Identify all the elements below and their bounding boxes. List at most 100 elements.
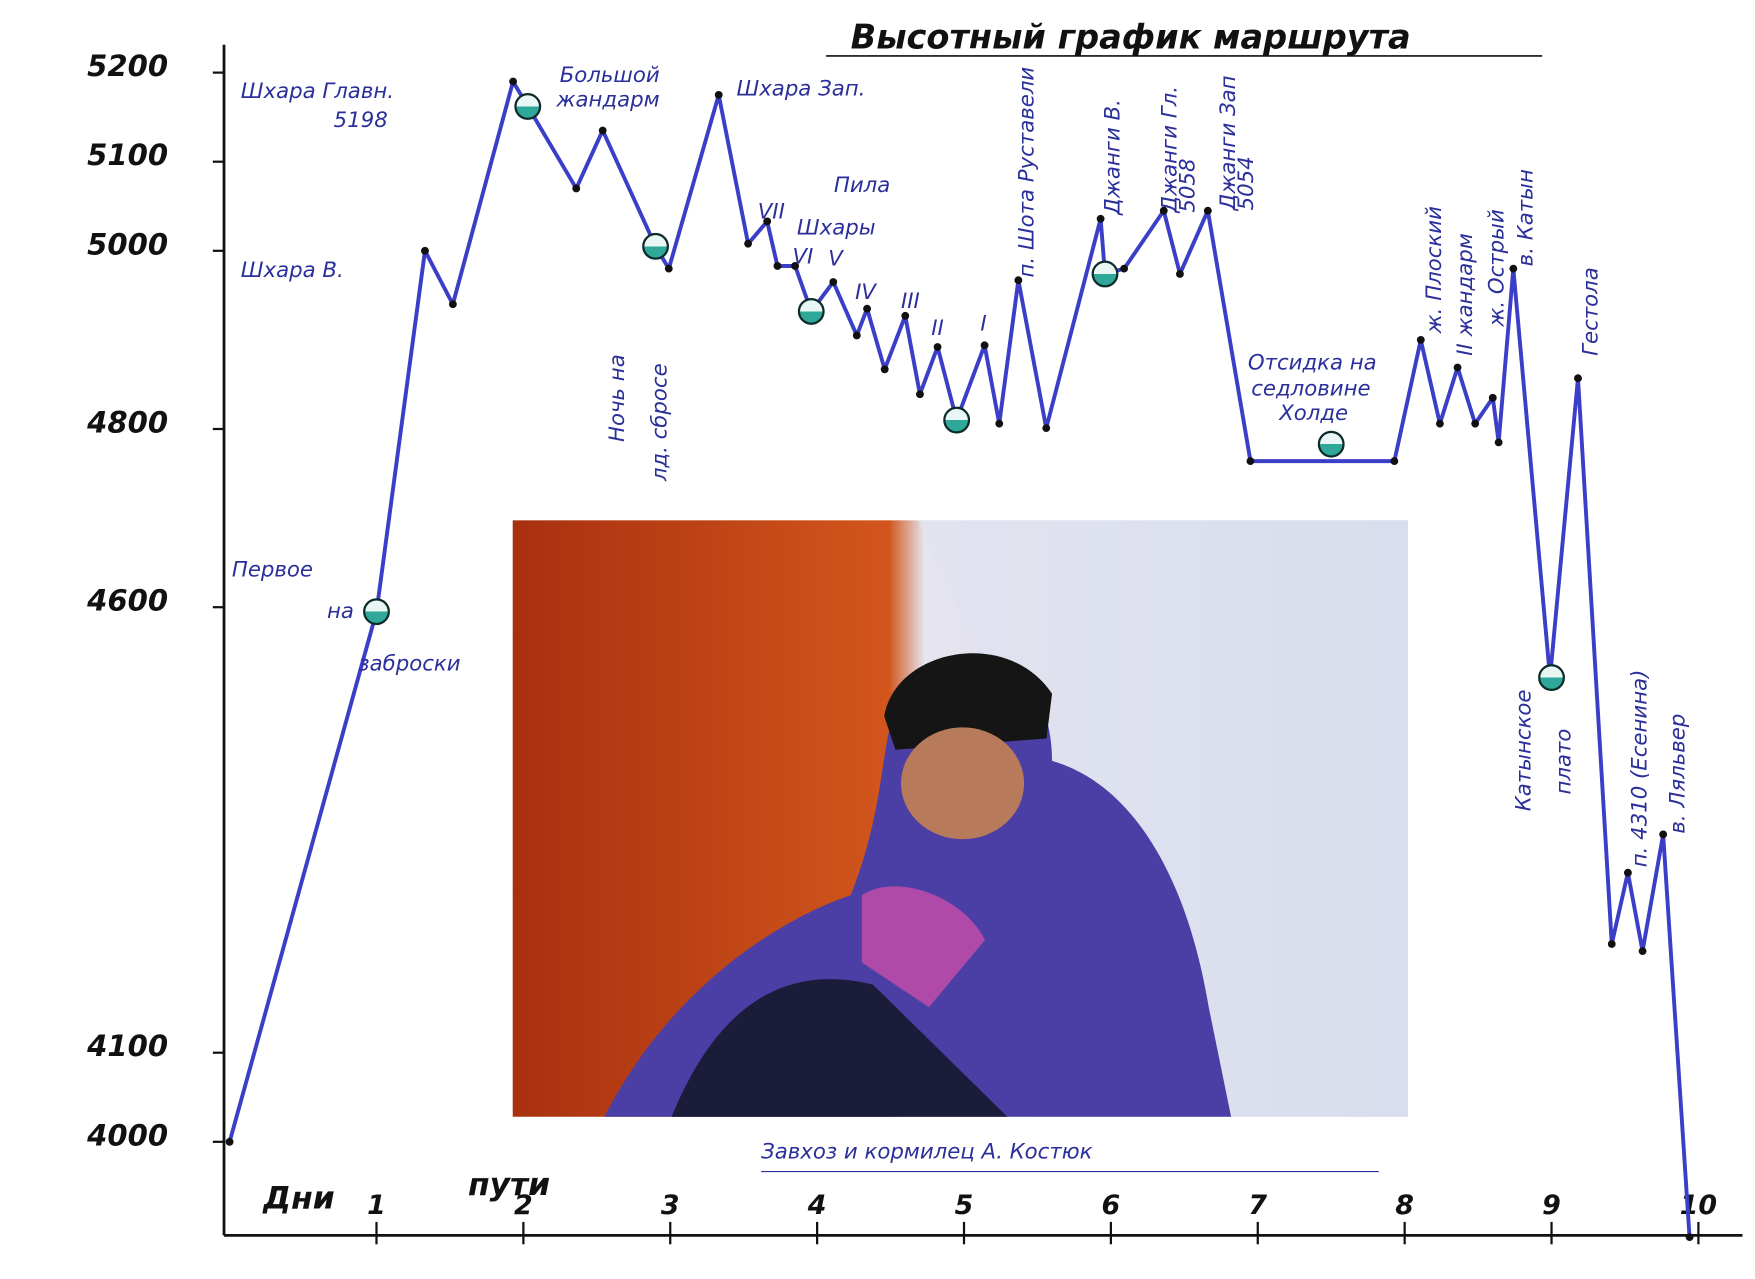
vertex-dot [572, 184, 581, 193]
vertex-dot [852, 331, 861, 340]
annotation: VII [758, 200, 785, 225]
vertex-dot [1120, 264, 1129, 273]
vertex-dot [773, 262, 782, 270]
vertex-dot [1488, 393, 1497, 402]
camp-marker [363, 598, 390, 626]
annotation: ж. Острый [1484, 209, 1509, 328]
y-tick-label: 4600 [86, 584, 168, 618]
vertex-dot [1416, 335, 1425, 344]
vertex-dot [791, 262, 800, 270]
vertex-dot [421, 246, 429, 255]
vertex-dot [763, 217, 772, 226]
annotation: Ночь на [605, 354, 630, 442]
annotation: Пила [834, 173, 890, 198]
annotation: Шхара В. [241, 258, 344, 283]
camp-marker [1091, 260, 1119, 288]
x-tick-label: 1 [367, 1190, 386, 1221]
chart-title: Высотный график маршрута [851, 18, 1411, 57]
vertex-dot [1685, 1233, 1694, 1242]
x-tick-label: 7 [1248, 1190, 1267, 1221]
camp-marker [1538, 664, 1565, 692]
x-tick-label: 3 [661, 1190, 680, 1221]
vertex-dot [714, 90, 723, 99]
annotation: Джанги В. [1101, 99, 1126, 216]
annotation: Шхара Зап. [737, 77, 866, 102]
vertex-dot [1453, 363, 1462, 372]
annotation: II жандарм [1453, 233, 1478, 356]
y-tick-label: 4800 [86, 406, 168, 440]
annotation: Джанги Зап [1216, 75, 1241, 211]
vertex-dot [1203, 206, 1212, 215]
vertex-dot [995, 419, 1004, 428]
vertex-dot [664, 264, 673, 273]
annotation: в. Ляльвер [1666, 714, 1691, 834]
vertex-dot [744, 239, 753, 248]
camp-marker [514, 93, 542, 120]
vertex-dot [829, 278, 838, 286]
vertex-dot [1159, 206, 1168, 215]
y-tick-label: 5000 [87, 227, 168, 261]
y-tick-label: 5200 [87, 49, 168, 83]
vertex-dot [916, 390, 924, 399]
annotation: II [931, 316, 944, 341]
x-axis-label: пути [468, 1167, 550, 1203]
vertex-dot [448, 300, 457, 309]
x-axis-label: Дни [262, 1181, 334, 1217]
vertex-dot [980, 341, 989, 350]
vertex-dot [1509, 264, 1518, 273]
vertex-dot [598, 126, 607, 135]
vertex-dot [1014, 276, 1023, 285]
x-tick-label: 4 [807, 1190, 827, 1221]
annotation: ж. Плоский [1422, 206, 1447, 335]
vertex-dot [1435, 419, 1444, 428]
camp-marker [642, 232, 669, 260]
vertex-dot [1638, 947, 1647, 956]
photo [512, 520, 1408, 1117]
vertex-dot [225, 1137, 234, 1146]
annotation: Большой [560, 63, 660, 88]
annotation: IV [855, 280, 877, 305]
vertex-dot [901, 311, 910, 320]
camp-marker [943, 406, 971, 434]
annotation: на [327, 599, 354, 624]
x-tick-label: 5 [955, 1190, 974, 1221]
vertex-dot [880, 365, 889, 374]
annotation: Первое [232, 558, 313, 583]
annotation: 5198 [334, 108, 388, 133]
camp-marker [1317, 430, 1345, 458]
annotation: Шхара Главн. [241, 79, 394, 104]
x-tick-label: 6 [1102, 1190, 1121, 1221]
vertex-dot [509, 77, 518, 86]
annotation: Джанги Гл. [1158, 86, 1183, 214]
annotation: Гестола [1578, 267, 1603, 356]
x-tick-label: 9 [1542, 1190, 1561, 1221]
x-tick-label: 8 [1395, 1190, 1414, 1221]
y-tick-label: 5100 [87, 138, 168, 172]
annotation: Холде [1278, 401, 1348, 426]
vertex-dot [863, 304, 871, 313]
annotation: Катынское [1511, 689, 1536, 811]
annotation: п. Шота Руставели [1014, 67, 1039, 278]
annotation: жандарм [555, 88, 659, 113]
annotation: I [980, 312, 986, 337]
vertex-dot [1471, 419, 1480, 428]
vertex-dot [1607, 940, 1616, 948]
y-tick-label: 4000 [86, 1118, 168, 1152]
vertex-dot [1390, 457, 1399, 465]
annotation: 5054 [1234, 156, 1259, 210]
annotation: лд. сбросе [647, 363, 672, 482]
annotation: V [828, 247, 844, 272]
annotation: седловине [1251, 376, 1370, 401]
vertex-dot [1246, 457, 1255, 465]
annotation: в. Катын [1514, 169, 1539, 266]
annotation: заброски [358, 652, 460, 677]
vertex-dot [933, 343, 942, 351]
camp-marker [797, 297, 825, 325]
vertex-dot [1659, 830, 1668, 839]
photo-caption: Завхоз и кормилец А. Костюк [761, 1140, 1092, 1165]
annotation: 5058 [1176, 159, 1201, 213]
vertex-dot [1574, 374, 1582, 383]
annotation: плато [1552, 729, 1577, 795]
annotation: III [901, 289, 920, 314]
